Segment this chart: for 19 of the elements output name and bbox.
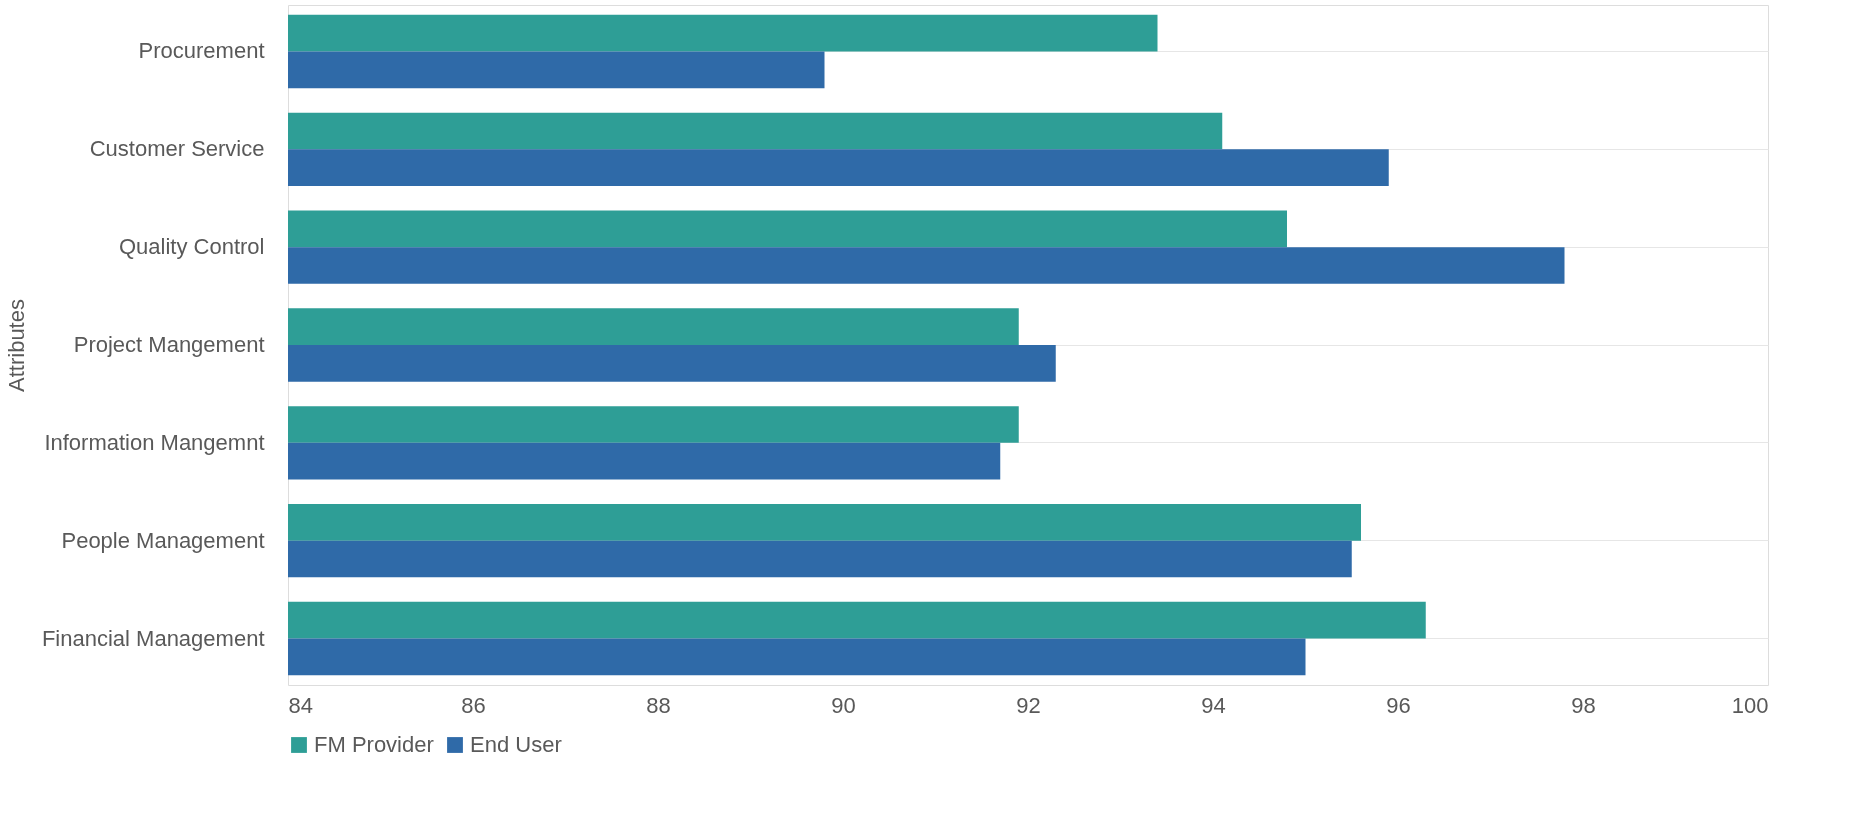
x-tick-label: 100 [1731, 692, 1769, 718]
x-tick-label: 96 [1386, 692, 1411, 718]
y-tick-label: Project Mangement [73, 332, 265, 357]
x-tick-label: 94 [1201, 692, 1226, 718]
y-tick-label: Quality Control [118, 234, 265, 260]
legend-label: End User [470, 732, 562, 757]
x-tick-label: 92 [1016, 692, 1041, 718]
y-axis-title: Attributes [3, 299, 29, 392]
y-tick-label: Customer Service [89, 136, 265, 162]
x-tick-label: 86 [461, 692, 486, 718]
y-tick-label: Financial Management [41, 625, 265, 651]
y-tick-label: Information Mangemnt [44, 429, 265, 455]
x-tick-label: 84 [288, 692, 313, 718]
x-tick-label: 88 [646, 692, 671, 718]
x-tick-label: 90 [831, 692, 856, 718]
x-tick-label: 98 [1571, 692, 1596, 718]
y-tick-label: Procurement [138, 38, 265, 64]
legend-label: FM Provider [314, 732, 434, 757]
y-tick-label: People Management [61, 527, 265, 553]
